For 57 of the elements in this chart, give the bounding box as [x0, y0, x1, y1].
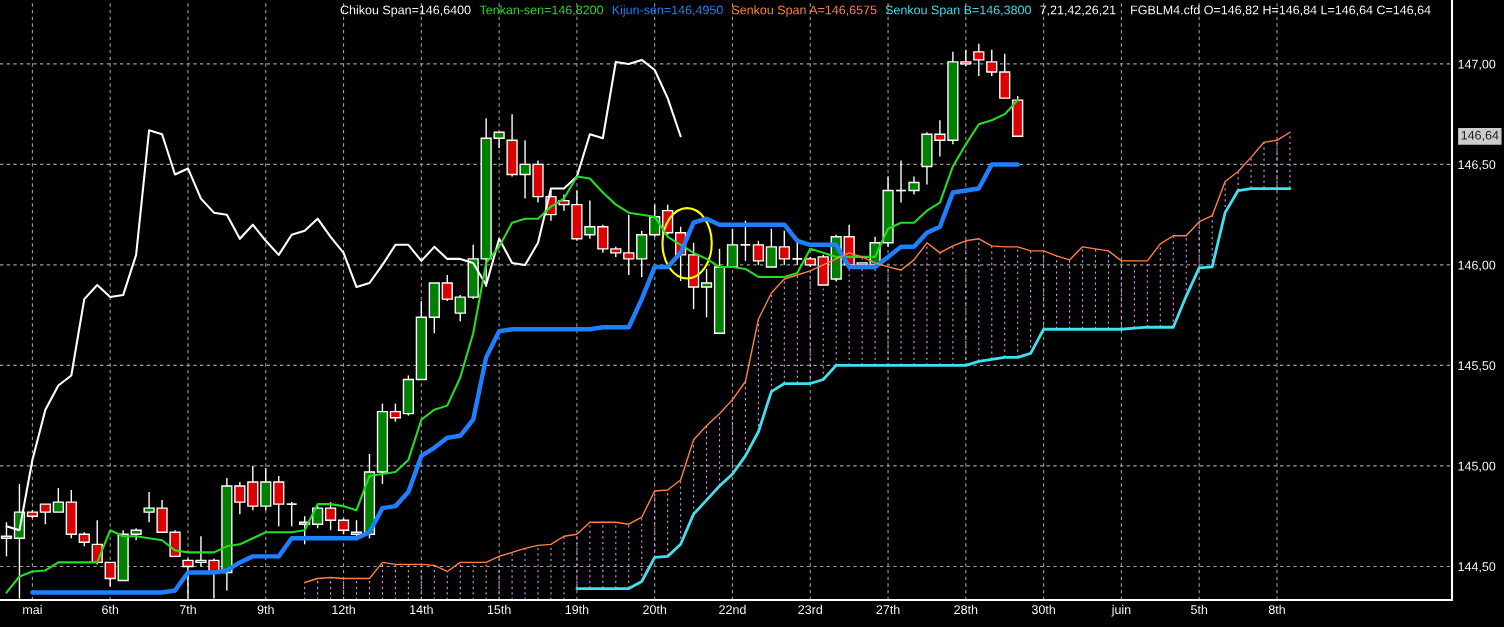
annotation: 7,21,42,26,21	[1040, 5, 1116, 16]
candlestick	[441, 274, 453, 302]
text: Tenkan-sen=146,8200	[479, 5, 604, 16]
text: Senkou Span A=146,6575	[731, 5, 877, 17]
x-tick-label: 9th	[257, 604, 274, 615]
line-series	[575, 187, 1292, 590]
candlestick	[960, 49, 972, 67]
candlestick	[739, 220, 752, 262]
x-tick-label: 7th	[179, 604, 196, 615]
x-tick-label: 28th	[954, 604, 978, 615]
x-tick-label: 5th	[1191, 604, 1208, 615]
x-tick-label: 19th	[565, 604, 589, 615]
candlestick	[273, 475, 285, 527]
x-tick-label: 15th	[487, 604, 511, 615]
candlestick	[454, 294, 466, 322]
candlestick	[39, 503, 51, 525]
candlestick	[700, 268, 713, 318]
x-tick-label: 14th	[410, 604, 433, 615]
y-tick-label: 145,00	[1458, 461, 1496, 473]
y-tick-label: 145,50	[1458, 361, 1496, 372]
x-tick-label: juin	[1111, 604, 1131, 617]
x-tick-label: 30th	[1031, 604, 1055, 615]
candlestick	[791, 240, 804, 266]
x-tick-label: 22nd	[719, 604, 746, 615]
candlestick	[752, 240, 765, 266]
text: 146,64	[1461, 130, 1499, 142]
text: Chikou Span=146,6400	[340, 5, 471, 17]
x-tick-label: 12th	[332, 604, 355, 615]
y-tick-label: 144,50	[1458, 562, 1496, 573]
y-tick-label: 147,00	[1458, 59, 1496, 71]
candlestick	[52, 487, 64, 513]
candlestick	[285, 501, 298, 527]
y-tick-label: 146,00	[1458, 260, 1496, 272]
candlestick	[765, 228, 777, 268]
candlestick	[324, 501, 337, 531]
candlestick	[597, 224, 609, 254]
text: Kijun-sen=146,4950	[612, 5, 723, 17]
candlestick	[973, 43, 985, 77]
x-tick-label: 6th	[102, 604, 119, 615]
candlestick	[778, 230, 790, 266]
candlestick	[234, 481, 246, 515]
x-tick-label: mai	[23, 604, 42, 615]
x-tick-label: 27th	[876, 604, 900, 615]
line-series	[303, 131, 1291, 584]
candlestick	[726, 228, 739, 268]
y-tick-label: 146,50	[1458, 160, 1496, 171]
x-tick-label: 8th	[1268, 604, 1285, 615]
candlestick	[623, 213, 635, 276]
candlestick	[908, 175, 920, 196]
candlestick	[104, 561, 116, 588]
text: Senkou Span B=146,3800	[885, 5, 1031, 17]
x-tick-label: 20th	[643, 604, 667, 615]
annotation: FGBLM4.cfd O=146,82 H=146,84 L=146,64 C=146,64	[1131, 5, 1431, 16]
candlestick	[986, 49, 998, 77]
candlestick	[389, 402, 402, 423]
line-series	[30, 162, 1020, 595]
x-tick-label: 23rd	[798, 604, 822, 615]
